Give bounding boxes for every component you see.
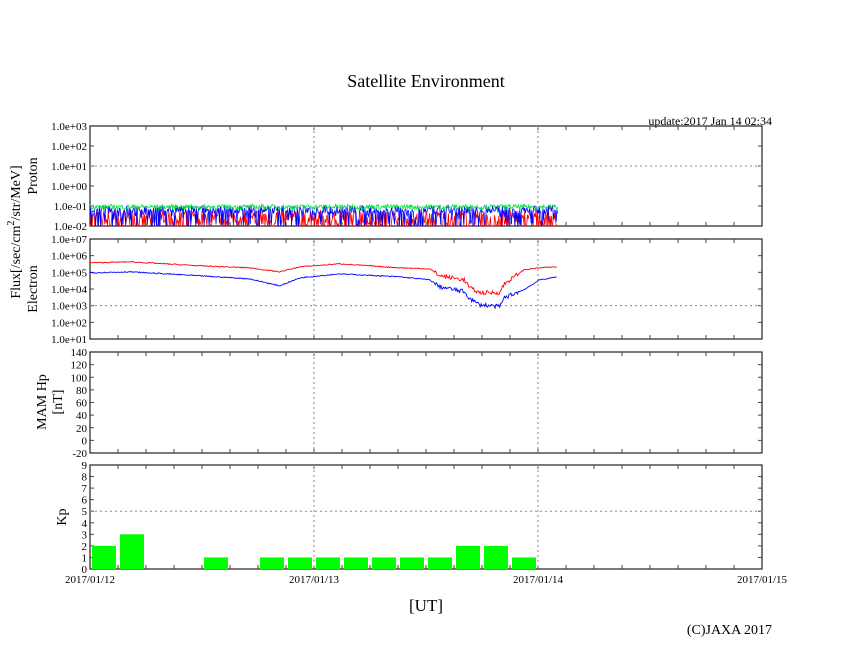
- y-tick-label: 1.0e+04: [51, 284, 87, 296]
- y-tick-label: 1: [82, 552, 88, 564]
- y-tick-label: 8: [82, 472, 88, 484]
- kp-bar: [400, 557, 424, 569]
- kp-bar: [92, 545, 116, 569]
- mam-hp-axis-label: MAM Hp: [35, 374, 50, 430]
- y-tick-label: 6: [82, 495, 88, 507]
- chart-title: Satellite Environment: [347, 71, 504, 91]
- y-tick-label: 0: [82, 435, 88, 447]
- kp-bar: [512, 557, 536, 569]
- y-tick-label: 1.0e+07: [51, 234, 87, 246]
- y-tick-label: 3: [82, 529, 88, 541]
- y-tick-label: 40: [76, 410, 88, 422]
- x-tick-label: 2017/01/15: [737, 574, 788, 586]
- y-tick-label: 60: [76, 398, 88, 410]
- kp-bar: [456, 545, 480, 569]
- y-tick-label: 120: [71, 360, 88, 372]
- kp-bar: [204, 557, 228, 569]
- electron-series-red: [89, 260, 557, 296]
- panel-frame-mam_hp: [89, 351, 763, 454]
- y-tick-label: 1.0e+03: [51, 301, 87, 313]
- mam-hp-unit-label: [nT]: [51, 390, 66, 415]
- y-tick-label: 140: [71, 347, 88, 359]
- proton-axis-label: Proton: [26, 157, 41, 194]
- update-timestamp: update:2017 Jan 14 02:34: [648, 114, 772, 128]
- flux-axis-label: Flux[/sec/cm2/str/MeV]: [6, 165, 24, 298]
- y-tick-label: 1.0e-02: [54, 221, 87, 233]
- x-tick-label: 2017/01/13: [289, 574, 340, 586]
- y-tick-label: 1.0e+03: [51, 121, 87, 133]
- x-tick-label: 2017/01/12: [65, 574, 115, 586]
- x-tick-label: 2017/01/14: [513, 574, 564, 586]
- y-tick-label: 1.0e+02: [51, 141, 87, 153]
- y-tick-label: 4: [82, 518, 88, 530]
- y-tick-label: 0: [82, 564, 88, 576]
- proton-series-green: [89, 202, 558, 211]
- y-tick-label: 1.0e+01: [51, 334, 87, 346]
- kp-bar: [288, 557, 312, 569]
- x-axis-label: [UT]: [409, 596, 443, 615]
- y-tick-label: 7: [82, 483, 88, 495]
- y-tick-label: 20: [76, 423, 88, 435]
- y-tick-label: 80: [76, 385, 88, 397]
- y-tick-label: 100: [71, 372, 88, 384]
- kp-bar: [260, 557, 284, 569]
- kp-bar: [120, 534, 144, 569]
- y-tick-label: 5: [82, 506, 88, 518]
- y-tick-label: 9: [82, 460, 88, 472]
- y-tick-label: 1.0e+06: [51, 251, 87, 263]
- panel-frame-kp: [89, 464, 763, 570]
- y-tick-label: 1.0e-01: [54, 201, 87, 213]
- proton-series-red: [89, 208, 558, 228]
- y-tick-label: 1.0e+02: [51, 317, 87, 329]
- kp-bar: [484, 545, 508, 569]
- y-tick-label: 2: [82, 541, 88, 553]
- y-tick-label: 1.0e+05: [51, 267, 87, 279]
- electron-axis-label: Electron: [26, 265, 41, 312]
- electron-series-blue: [90, 270, 557, 310]
- kp-axis-label: Kp: [55, 508, 70, 525]
- copyright: (C)JAXA 2017: [687, 623, 772, 638]
- y-tick-label: 1.0e+00: [51, 181, 87, 193]
- kp-bar: [428, 557, 452, 569]
- y-tick-label: -20: [72, 448, 87, 460]
- panel-frame-electron: [89, 238, 763, 340]
- kp-bar: [316, 557, 340, 569]
- kp-bar: [372, 557, 396, 569]
- kp-bar: [344, 557, 368, 569]
- y-tick-label: 1.0e+01: [51, 161, 87, 173]
- proton-series-blue: [89, 204, 558, 228]
